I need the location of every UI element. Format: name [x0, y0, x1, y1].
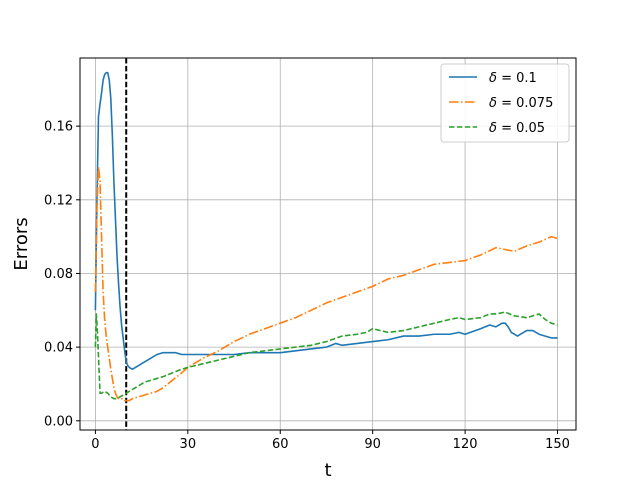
y-tick-label: 0.16	[44, 120, 73, 135]
y-tick-label: 0.08	[44, 267, 73, 282]
y-axis-label: Errors	[11, 217, 32, 270]
series-line-2	[94, 311, 558, 400]
x-tick-label: 150	[545, 437, 570, 452]
ticks: 0 30 60 90 120 150 0.00 0.04 0.08 0.12 0.16	[44, 120, 570, 452]
y-tick-label: 0.04	[44, 341, 73, 356]
series-line-0	[94, 71, 558, 371]
plot-frame	[79, 57, 577, 431]
legend-value: = 0.1	[497, 71, 537, 86]
series-line-1	[94, 165, 558, 402]
x-tick-label: 90	[364, 437, 381, 452]
series-layer	[94, 71, 558, 402]
x-tick-label: 120	[453, 437, 478, 452]
legend-entry-1: δ = 0.075	[489, 96, 553, 111]
x-tick-label: 60	[272, 437, 289, 452]
legend-entry-0: δ = 0.1	[489, 71, 537, 86]
y-tick-label: 0.12	[44, 193, 73, 208]
legend-symbol: δ	[489, 96, 497, 111]
x-tick-label: 0	[91, 437, 99, 452]
legend-value: = 0.05	[497, 121, 545, 136]
legend-box	[440, 63, 570, 143]
legend-value: = 0.075	[497, 96, 553, 111]
legend-symbol: δ	[489, 121, 497, 136]
y-tick-label: 0.00	[44, 414, 73, 429]
x-axis-label: t	[324, 460, 331, 480]
legend-entry-2: δ = 0.05	[489, 121, 545, 136]
legend-symbol: δ	[489, 71, 497, 86]
x-tick-label: 30	[180, 437, 197, 452]
